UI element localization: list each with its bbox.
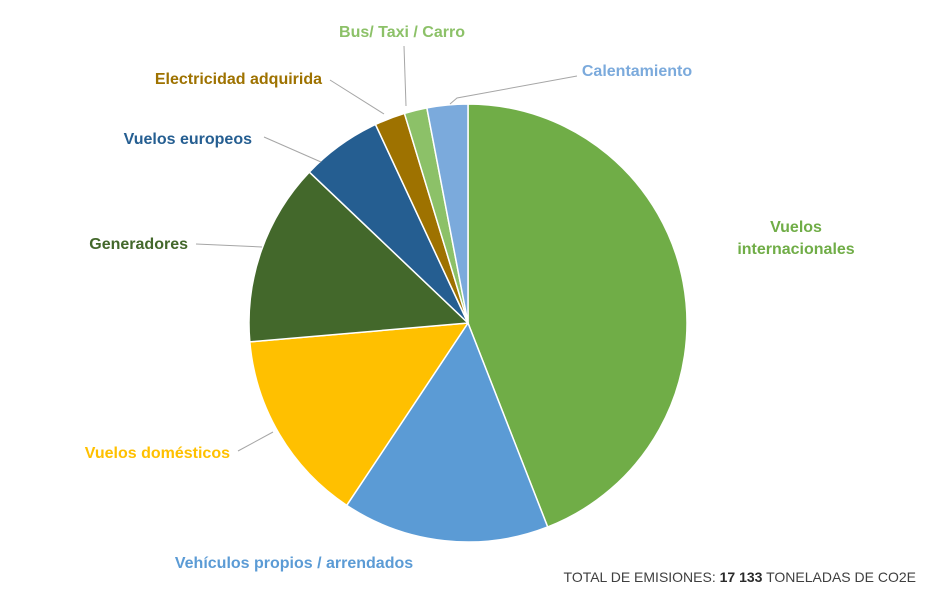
slice-label-vuelos-domesticos: Vuelos domésticos	[85, 445, 230, 462]
leader-line-bus-taxi-carro	[403, 45, 407, 107]
slice-label-generadores: Generadores	[89, 236, 188, 253]
pie-slice-vuelos-domesticos	[249, 322, 469, 507]
slice-label-electricidad-adquirida: Electricidad adquirida	[155, 71, 322, 88]
pie-slice-vehiculos-propios-arrendados	[345, 322, 549, 543]
total-emissions-value: 17 133	[719, 569, 763, 585]
slice-label-vuelos-europeos: Vuelos europeos	[124, 131, 252, 148]
total-emissions-suffix: TONELADAS DE CO2E	[762, 569, 916, 585]
pie-slice-calentamiento	[426, 103, 469, 324]
leader-line-calentamiento	[449, 75, 578, 105]
leader-lines	[195, 45, 578, 452]
slice-labels: Vuelos internacionales Vehículos propios /…	[85, 24, 855, 572]
total-emissions-prefix: TOTAL DE EMISIONES:	[563, 569, 720, 585]
slice-label-bus-taxi-carro: Bus/ Taxi / Carro	[339, 24, 465, 41]
slice-label-vehiculos-propios-arrendados: Vehículos propios / arrendados	[175, 555, 413, 572]
slice-label-calentamiento: Calentamiento	[582, 63, 692, 80]
leader-line-vuelos-domesticos	[237, 431, 274, 452]
leader-line-vuelos-europeos	[263, 136, 322, 163]
total-emissions-footer: TOTAL DE EMISIONES: 17 133 TONELADAS DE …	[564, 569, 916, 585]
pie-slice-vuelos-internacionales	[467, 103, 688, 528]
leader-line-electricidad-adquirida	[329, 79, 385, 115]
leader-line-generadores	[195, 243, 263, 248]
pie-slices	[248, 103, 688, 543]
pie-slice-generadores	[248, 171, 469, 343]
slice-label-vuelos-internacionales: Vuelos internacionales	[737, 219, 854, 258]
